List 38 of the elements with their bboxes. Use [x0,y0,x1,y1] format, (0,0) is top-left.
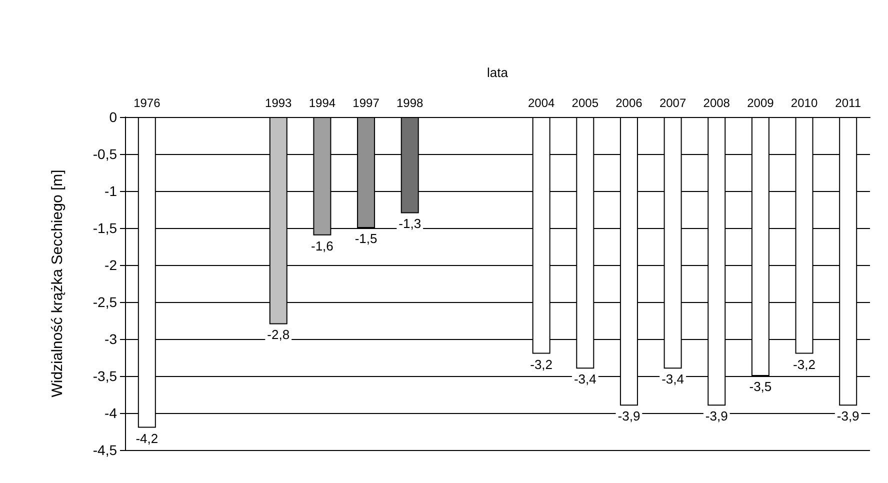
data-label: -1,3 [398,216,422,232]
x-tick-label: 2009 [747,96,774,110]
data-label: -3,9 [836,408,860,424]
y-tick-label: -2 [104,257,118,273]
data-label: -3,4 [662,372,684,387]
y-tick-label: -3,5 [92,368,118,384]
x-tick-label: 2006 [616,96,643,110]
y-tick-label: -1,5 [92,220,118,236]
x-tick-label: 2008 [703,96,730,110]
y-tick-label: 0 [109,109,118,125]
data-label: -3,9 [705,408,728,424]
data-label: -3,2 [530,356,553,372]
x-tick-label: 2010 [790,96,818,110]
y-axis-title: Widzialność krążka Secchiego [m] [49,170,66,398]
data-label: -3,9 [618,408,640,424]
data-label: -4,2 [136,430,158,446]
data-label: -3,5 [749,379,772,394]
x-tick-label: 1997 [352,96,380,110]
x-tick-label: 2007 [659,96,686,110]
data-label: -3,4 [574,372,596,387]
x-tick-label: 1993 [265,96,292,110]
y-tick-label: -3 [104,331,118,347]
x-tick-label: 2005 [572,96,599,110]
y-tick-label: -0,5 [92,146,118,162]
x-tick-label: 1994 [308,96,336,110]
x-axis-title: lata [487,65,509,80]
data-label: -1,6 [311,238,334,254]
y-tick-label: -4,5 [92,442,118,458]
y-tick-label: -4 [104,405,118,421]
x-tick-label: 2004 [528,96,555,110]
y-tick-label: -1 [104,183,118,199]
x-tick-label: 1976 [134,96,161,110]
data-label: -3,2 [793,356,816,372]
x-tick-label: 2011 [835,96,862,110]
data-label: -1,5 [354,231,378,246]
y-tick-label: -2,5 [92,294,118,310]
data-label: -2,8 [267,327,290,342]
x-tick-label: 1998 [396,96,424,110]
